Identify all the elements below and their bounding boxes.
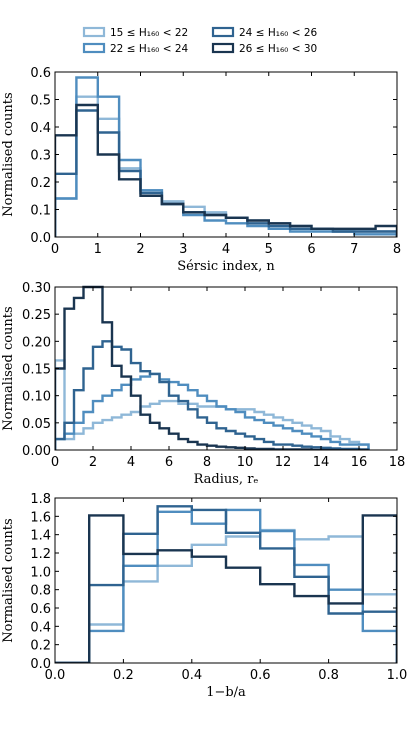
legend-entry-4: 26 ≤ H₁₆₀ < 30: [211, 42, 317, 55]
x-tick-label: 0: [51, 455, 59, 470]
y-tick-label: 0.30: [22, 281, 51, 296]
y-tick-label: 0.00: [22, 444, 51, 459]
y-tick-label: 0.2: [30, 176, 51, 191]
x-tick-label: 7: [350, 242, 358, 257]
y-axis-label: Normalised counts: [1, 518, 16, 642]
x-tick-label: 6: [165, 455, 173, 470]
x-tick-label: 6: [307, 242, 315, 257]
y-tick-label: 0.10: [22, 390, 51, 405]
y-tick-label: 0.05: [22, 417, 51, 432]
x-tick-label: 0.8: [318, 668, 339, 683]
legend-swatch-4: [211, 42, 235, 54]
series-line-1: [55, 359, 370, 450]
x-tick-label: 4: [222, 242, 230, 257]
series-line-4: [55, 285, 369, 450]
y-tick-label: 0.6: [30, 66, 51, 81]
y-tick-label: 1.6: [30, 510, 51, 525]
x-tick-label: 2: [136, 242, 144, 257]
axes-frame: [54, 497, 398, 664]
axes-frame: [54, 286, 398, 451]
series-group: [55, 285, 370, 450]
legend-entry-3: 24 ≤ H₁₆₀ < 26: [211, 26, 318, 39]
y-tick-label: 0.8: [30, 584, 51, 599]
y-tick-label: 0.4: [30, 620, 51, 635]
y-tick-label: 0.3: [30, 149, 51, 164]
legend-swatch-3: [211, 26, 235, 38]
y-axis-label: Normalised counts: [1, 306, 16, 430]
series-group: [55, 76, 397, 237]
legend-entry-2: 22 ≤ H₁₆₀ < 24: [82, 42, 189, 55]
y-tick-label: 1.4: [30, 529, 51, 544]
y-tick-label: 0.4: [30, 121, 51, 136]
chart-panel-3: 0.0 0.2 0.4 0.6 0.8 1.0 0.0 0.2 0.4 0.6 0.8 1.0 1.2 1…: [1, 492, 407, 700]
legend-swatch-2: [82, 42, 106, 54]
y-tick-label: 0.0: [30, 657, 51, 672]
y-tick-label: 1.2: [30, 547, 51, 562]
x-tick-label: 0.2: [113, 668, 134, 683]
y-axis-label: Normalised counts: [1, 92, 16, 216]
x-tick-label: 4: [127, 455, 135, 470]
x-tick-label: 14: [313, 455, 330, 470]
legend: 15 ≤ H₁₆₀ < 22 22 ≤ H₁₆₀ < 24 24 ≤ H₁₆₀ …: [82, 26, 318, 55]
x-tick-label: 0.0: [45, 668, 66, 683]
series-line-4: [55, 514, 397, 663]
series-group: [55, 505, 397, 663]
series-line-1: [55, 528, 397, 663]
y-tick-label: 0.15: [22, 363, 51, 378]
x-tick-label: 2: [89, 455, 97, 470]
x-tick-label: 0.6: [250, 668, 271, 683]
x-axis-label: Sérsic index, n: [177, 259, 275, 274]
x-tick-label: 1: [94, 242, 102, 257]
legend-label-3: 24 ≤ H₁₆₀ < 26: [239, 27, 318, 39]
series-line-4: [55, 103, 397, 237]
x-tick-label: 8: [203, 455, 211, 470]
x-tick-label: 8: [393, 242, 401, 257]
legend-label-1: 15 ≤ H₁₆₀ < 22: [110, 27, 188, 39]
y-tick-label: 1.0: [30, 565, 51, 580]
y-tick-label: 0.1: [30, 204, 51, 219]
y-tick-label: 0.25: [22, 308, 51, 323]
y-tick-label: 0.6: [30, 602, 51, 617]
x-tick-label: 3: [179, 242, 187, 257]
x-axis-label: 1−b/a: [206, 685, 246, 700]
x-tick-label: 0: [51, 242, 59, 257]
legend-swatch-1: [82, 26, 106, 38]
series-line-2: [55, 372, 370, 450]
chart-panel-2: 0 2 4 6 8 10 12 14 16 18 0.00 0.05 0.10 0.15 0.20 0.25 0…: [1, 281, 405, 487]
series-line-3: [55, 340, 370, 450]
y-tick-label: 0.0: [30, 231, 51, 246]
x-tick-label: 16: [351, 455, 368, 470]
y-tick-label: 0.2: [30, 639, 51, 654]
x-tick-label: 12: [275, 455, 292, 470]
y-tick-label: 0.20: [22, 335, 51, 350]
x-tick-label: 10: [237, 455, 254, 470]
legend-label-4: 26 ≤ H₁₆₀ < 30: [239, 43, 317, 55]
x-tick-label: 0.4: [181, 668, 202, 683]
x-axis-label: Radius, rₑ: [194, 472, 259, 487]
y-tick-label: 0.5: [30, 94, 51, 109]
x-tick-label: 1.0: [387, 668, 408, 683]
series-line-3: [55, 505, 397, 663]
legend-entry-1: 15 ≤ H₁₆₀ < 22: [82, 26, 188, 39]
x-tick-label: 5: [265, 242, 273, 257]
x-tick-label: 18: [389, 455, 406, 470]
y-tick-label: 1.8: [30, 492, 51, 507]
legend-label-2: 22 ≤ H₁₆₀ < 24: [110, 43, 189, 55]
chart-panel-1: 0 1 2 3 4 5 6 7 8 0.0 0.1 0.2 0.3 0.4 0.5 0.6 Sérsic ind…: [1, 66, 401, 274]
